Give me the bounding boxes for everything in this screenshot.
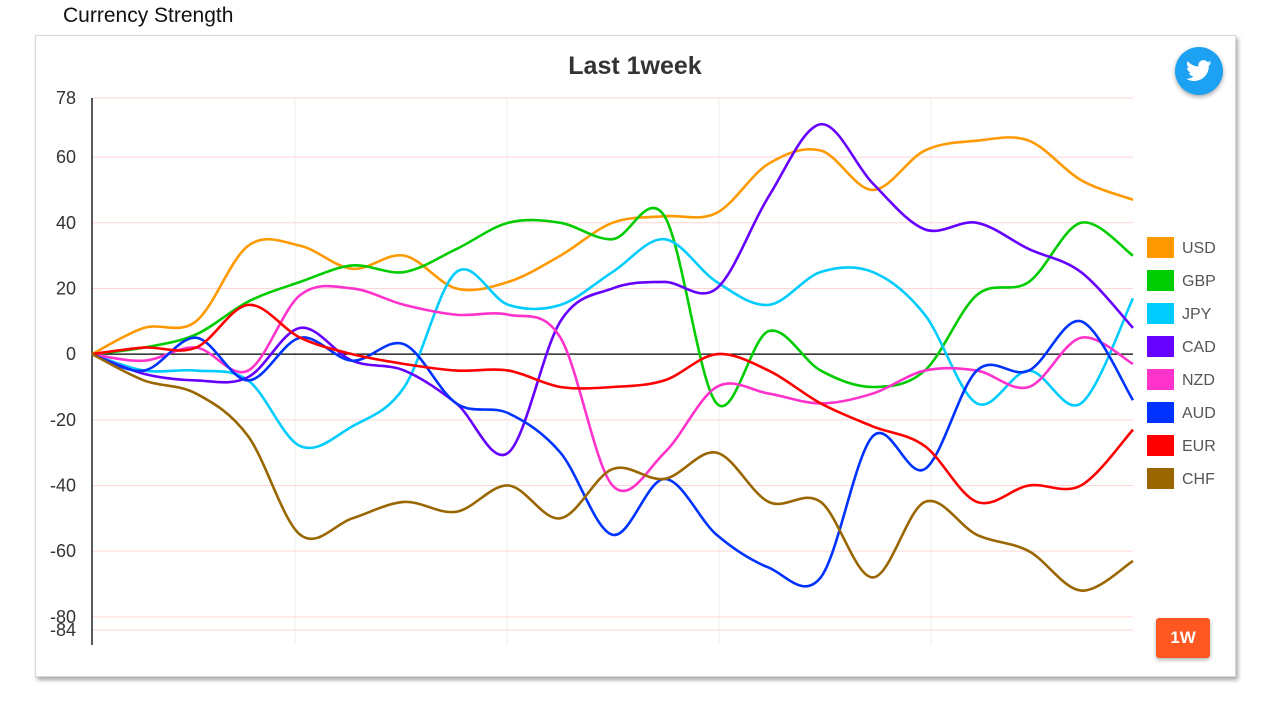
range-1w-button[interactable]: 1W bbox=[1156, 618, 1210, 658]
y-tick-label: -40 bbox=[50, 476, 76, 496]
legend-swatch-eur bbox=[1147, 435, 1174, 456]
legend-label-nzd: NZD bbox=[1182, 372, 1215, 389]
legend-label-aud: AUD bbox=[1182, 405, 1216, 422]
y-tick-label: 78 bbox=[56, 88, 76, 108]
legend-label-gbp: GBP bbox=[1182, 273, 1216, 290]
y-tick-label: 20 bbox=[56, 278, 76, 298]
legend-swatch-nzd bbox=[1147, 369, 1174, 390]
legend-swatch-jpy bbox=[1147, 303, 1174, 324]
series-line-aud bbox=[91, 319, 1135, 588]
series-line-cad bbox=[91, 122, 1134, 457]
series-line-eur bbox=[91, 303, 1134, 505]
legend-label-jpy: JPY bbox=[1182, 306, 1212, 323]
legend-label-eur: EUR bbox=[1182, 438, 1216, 455]
legend-swatch-chf bbox=[1147, 468, 1174, 489]
y-tick-label: -20 bbox=[50, 410, 76, 430]
legend-swatch-aud bbox=[1147, 402, 1174, 423]
legend-swatch-usd bbox=[1147, 237, 1174, 258]
series-line-chf bbox=[91, 352, 1134, 592]
twitter-icon bbox=[1186, 60, 1212, 81]
series-line-jpy bbox=[91, 237, 1135, 450]
series-line-gbp bbox=[91, 206, 1134, 408]
series-line-usd bbox=[91, 136, 1134, 356]
y-tick-label: 0 bbox=[66, 344, 76, 364]
legend-swatch-cad bbox=[1147, 336, 1174, 357]
y-tick-label: -84 bbox=[50, 620, 76, 640]
y-tick-label: -80 bbox=[50, 607, 76, 627]
twitter-share-button[interactable] bbox=[1175, 47, 1223, 95]
y-tick-label: 60 bbox=[56, 147, 76, 167]
y-tick-label: 40 bbox=[56, 213, 76, 233]
page-title: Currency Strength bbox=[63, 4, 234, 27]
chart-card bbox=[35, 35, 1236, 677]
legend-label-usd: USD bbox=[1182, 240, 1216, 257]
legend-label-chf: CHF bbox=[1182, 471, 1215, 488]
chart-title: Last 1week bbox=[568, 52, 702, 80]
y-tick-label: -60 bbox=[50, 541, 76, 561]
legend-label-cad: CAD bbox=[1182, 339, 1216, 356]
series-line-nzd bbox=[91, 284, 1134, 493]
legend-swatch-gbp bbox=[1147, 270, 1174, 291]
